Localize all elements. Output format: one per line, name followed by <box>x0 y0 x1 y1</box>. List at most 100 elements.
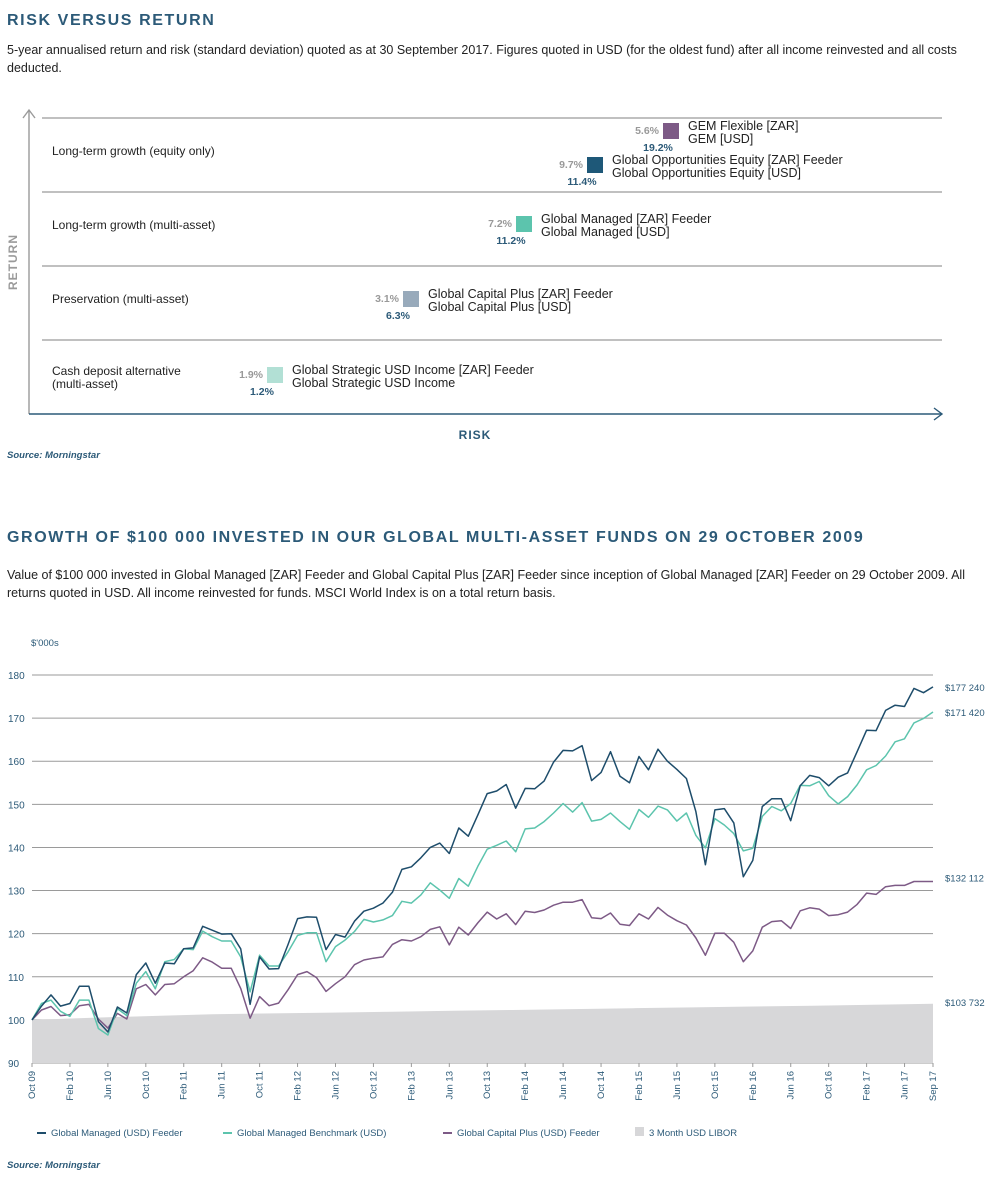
return-label: 1.9% <box>239 369 264 381</box>
x-tick-label: Oct 15 <box>710 1071 721 1099</box>
return-label: 9.7% <box>559 159 584 171</box>
y-tick-label: 120 <box>8 930 25 941</box>
band-label: (multi-asset) <box>52 377 118 391</box>
x-tick-label: Feb 10 <box>65 1071 76 1101</box>
y-tick-label: 150 <box>8 800 25 811</box>
legend-item: Global Managed (USD) Feeder <box>37 1128 182 1139</box>
y-unit-label: $'000s <box>31 638 59 649</box>
series-end-label: $171 420 <box>945 708 985 719</box>
fund-name: Global Strategic USD Income [ZAR] Feeder <box>292 363 534 377</box>
x-tick-label: Jun 16 <box>786 1071 797 1100</box>
x-tick-label: Feb 14 <box>520 1071 531 1101</box>
band-label: Long-term growth (multi-asset) <box>52 218 215 232</box>
fund-point: 1.9% 1.2% Global Strategic USD Income [ZAR… <box>239 363 534 398</box>
fund-name: Global Opportunities Equity [ZAR] Feeder <box>612 153 843 167</box>
x-tick-label: Feb 15 <box>634 1071 645 1101</box>
band-label: Preservation (multi-asset) <box>52 292 189 306</box>
risk-label: 1.2% <box>250 386 275 398</box>
fund-name: Global Opportunities Equity [USD] <box>612 166 801 180</box>
x-tick-label: Jun 12 <box>330 1071 341 1100</box>
band-label: Cash deposit alternative <box>52 364 181 378</box>
legend-item: Global Managed Benchmark (USD) <box>223 1128 386 1139</box>
x-tick-label: Oct 13 <box>482 1071 493 1099</box>
section1-source: Source: Morningstar <box>7 450 100 461</box>
x-tick-label: Jun 15 <box>672 1071 683 1100</box>
x-tick-label: Jun 17 <box>900 1071 911 1100</box>
risk-label: 11.2% <box>496 235 526 247</box>
fund-marker <box>516 216 532 232</box>
x-tick-label: Oct 11 <box>255 1071 266 1098</box>
return-label: 5.6% <box>635 125 660 137</box>
risk-label: 6.3% <box>386 310 411 322</box>
return-label: 3.1% <box>375 293 400 305</box>
y-tick-label: 180 <box>8 671 25 682</box>
fund-marker <box>403 291 419 307</box>
section2-description: Value of $100 000 invested in Global Man… <box>7 568 965 600</box>
y-tick-label: 100 <box>8 1016 25 1027</box>
fund-marker <box>663 123 679 139</box>
x-tick-label: Sep 17 <box>928 1071 939 1101</box>
x-tick-label: Oct 09 <box>27 1071 38 1099</box>
x-axis-arrow <box>933 407 944 421</box>
legend-label: Global Managed (USD) Feeder <box>51 1128 182 1139</box>
x-axis-label: RISK <box>459 428 492 442</box>
series-end-label: $132 112 <box>945 873 984 884</box>
fund-name: Global Capital Plus [USD] <box>428 300 571 314</box>
fund-point: 3.1% 6.3% Global Capital Plus [ZAR] Feeder… <box>375 287 613 322</box>
x-tick-label: Oct 14 <box>596 1071 607 1099</box>
x-tick-label: Feb 13 <box>406 1071 417 1101</box>
x-tick-label: Jun 11 <box>217 1071 228 1099</box>
fund-name: Global Capital Plus [ZAR] Feeder <box>428 287 613 301</box>
y-tick-label: 140 <box>8 843 25 854</box>
legend-label: 3 Month USD LIBOR <box>649 1128 737 1139</box>
return-label: 7.2% <box>488 218 513 230</box>
legend-swatch <box>635 1127 644 1136</box>
series-line <box>31 686 934 1033</box>
series-line <box>31 880 933 1029</box>
x-tick-label: Feb 12 <box>293 1071 304 1101</box>
fund-marker <box>267 367 283 383</box>
fund-point: 9.7% 11.4% Global Opportunities Equity [ZA… <box>559 153 843 188</box>
fund-name: Global Strategic USD Income <box>292 376 455 390</box>
risk-return-chart: Long-term growth (equity only) Long-term … <box>6 108 944 442</box>
legend-item: Global Capital Plus (USD) Feeder <box>443 1128 600 1139</box>
fund-name: GEM Flexible [ZAR] <box>688 119 798 133</box>
x-tick-label: Jun 10 <box>103 1071 114 1100</box>
fund-marker <box>587 157 603 173</box>
section1-title: RISK VERSUS RETURN <box>7 12 216 29</box>
x-tick-label: Jun 14 <box>558 1071 569 1100</box>
x-tick-label: Jun 13 <box>444 1071 455 1100</box>
y-tick-label: 110 <box>8 973 24 984</box>
fund-point: 5.6% 19.2% GEM Flexible [ZAR]GEM [USD] <box>635 119 798 154</box>
y-tick-label: 160 <box>8 757 25 768</box>
fund-point: 7.2% 11.2% Global Managed [ZAR] FeederGlob… <box>488 212 711 247</box>
x-tick-label: Feb 11 <box>179 1071 190 1100</box>
section2-source: Source: Morningstar <box>7 1160 100 1171</box>
x-tick-label: Feb 16 <box>748 1071 759 1101</box>
y-tick-label: 170 <box>8 714 25 725</box>
x-tick-label: Oct 12 <box>368 1071 379 1099</box>
legend-label: Global Capital Plus (USD) Feeder <box>457 1128 600 1139</box>
risk-label: 19.2% <box>643 142 673 154</box>
series-end-label: $103 732 <box>945 998 985 1009</box>
y-tick-label: 130 <box>8 887 25 898</box>
fund-name: Global Managed [USD] <box>541 225 670 239</box>
x-tick-label: Feb 17 <box>862 1071 873 1101</box>
x-tick-label: Oct 16 <box>824 1071 835 1099</box>
band-label: Long-term growth (equity only) <box>52 144 215 158</box>
fund-name: GEM [USD] <box>688 132 753 146</box>
legend-item: 3 Month USD LIBOR <box>635 1127 737 1139</box>
series-end-label: $177 240 <box>945 683 985 694</box>
section1-description: 5-year annualised return and risk (stand… <box>7 43 957 75</box>
x-tick-label: Oct 10 <box>141 1071 152 1099</box>
risk-label: 11.4% <box>567 176 597 188</box>
legend-label: Global Managed Benchmark (USD) <box>237 1128 386 1139</box>
fund-name: Global Managed [ZAR] Feeder <box>541 212 711 226</box>
y-axis-label: RETURN <box>6 234 20 290</box>
series-area-libor <box>32 1003 933 1063</box>
y-tick-label: 90 <box>8 1059 20 1070</box>
series-line <box>31 711 934 1036</box>
y-axis-arrow <box>22 108 36 119</box>
growth-line-chart: $'000s 90 100 110 120 130 140 150 160 170 180 $17… <box>8 638 985 1139</box>
section2-title: GROWTH OF $100 000 INVESTED IN OUR GLOBA… <box>7 529 865 546</box>
